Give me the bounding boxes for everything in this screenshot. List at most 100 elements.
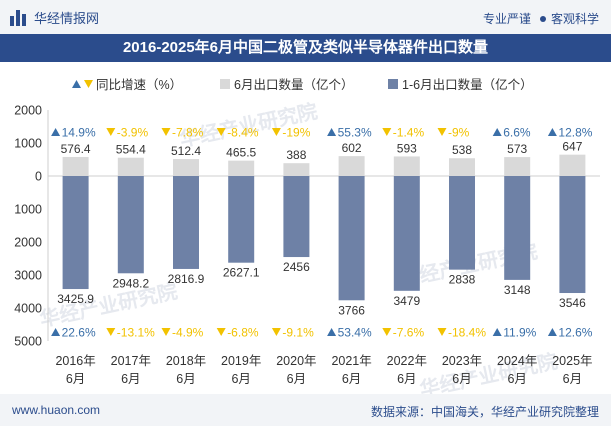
- x-tick-label-year: 2022年: [387, 354, 427, 368]
- growth-down-icon: [382, 328, 392, 336]
- growth-down-icon: [437, 128, 447, 136]
- data-label-month: 602: [342, 141, 362, 155]
- data-label-cumulative: 2627.1: [223, 266, 260, 280]
- x-tick-label-month: 6月: [507, 372, 526, 386]
- x-tick-label-month: 6月: [452, 372, 471, 386]
- x-tick-label-month: 6月: [397, 372, 416, 386]
- dot-icon: [539, 15, 546, 22]
- growth-cumulative-label: 12.6%: [558, 326, 592, 340]
- bar-month: [228, 160, 255, 176]
- growth-up-icon: [327, 328, 337, 336]
- x-tick-label-month: 6月: [342, 372, 361, 386]
- growth-month-label: 14.9%: [62, 126, 96, 140]
- x-tick-label-month: 6月: [563, 372, 582, 386]
- bar-cumulative: [173, 176, 199, 269]
- legend-up-triangle-icon: [72, 80, 81, 88]
- data-source: 数据来源：中国海关，华经产业研究院整理: [370, 405, 599, 419]
- x-tick-label-month: 6月: [176, 372, 195, 386]
- x-tick-label-year: 2016年: [55, 354, 95, 368]
- growth-down-icon: [216, 128, 226, 136]
- data-label-cumulative: 3479: [393, 294, 420, 308]
- website-link[interactable]: www.huaon.com: [12, 403, 101, 417]
- data-label-month: 512.4: [171, 144, 201, 158]
- x-tick-label-year: 2021年: [331, 354, 371, 368]
- footer-bar: www.huaon.com 数据来源：中国海关，华经产业研究院整理: [0, 394, 611, 426]
- growth-month-label: 12.8%: [558, 126, 592, 140]
- x-tick-label-month: 6月: [66, 372, 85, 386]
- legend-label-month: 6月出口数量（亿个）: [234, 77, 353, 92]
- data-label-cumulative: 2838: [449, 273, 476, 287]
- growth-down-icon: [106, 128, 116, 136]
- growth-month-label: -7.8%: [172, 126, 204, 140]
- data-label-month: 554.4: [116, 143, 146, 157]
- growth-down-icon: [161, 128, 171, 136]
- growth-up-icon: [547, 128, 557, 136]
- bar-month: [504, 157, 531, 176]
- x-tick-label-year: 2020年: [276, 354, 316, 368]
- data-label-cumulative: 2816.9: [168, 272, 205, 286]
- bar-cumulative: [62, 176, 89, 290]
- data-label-month: 573: [507, 142, 527, 156]
- data-label-cumulative: 3425.9: [57, 292, 94, 306]
- growth-month-label: 6.6%: [503, 126, 531, 140]
- growth-down-icon: [106, 328, 116, 336]
- y-tick-label: 0: [35, 170, 42, 184]
- bar-month: [173, 159, 199, 176]
- bar-month: [283, 163, 310, 176]
- bar-cumulative: [117, 176, 144, 274]
- legend-down-triangle-icon: [84, 80, 93, 88]
- growth-cumulative-label: -7.6%: [393, 326, 425, 340]
- x-tick-label-month: 6月: [287, 372, 306, 386]
- data-label-cumulative: 2456: [283, 260, 310, 274]
- growth-cumulative-label: -6.8%: [227, 326, 259, 340]
- bar-cumulative: [338, 176, 365, 301]
- brand-name: 华经情报网: [34, 11, 100, 26]
- data-label-cumulative: 3546: [559, 296, 586, 310]
- bar-cumulative: [504, 176, 531, 280]
- bar-cumulative: [393, 176, 420, 291]
- y-tick-label: 5000: [14, 335, 42, 349]
- growth-up-icon: [547, 328, 557, 336]
- growth-up-icon: [51, 328, 61, 336]
- y-tick-label: 2000: [14, 104, 42, 118]
- growth-month-label: -1.4%: [393, 126, 425, 140]
- growth-cumulative-label: -4.9%: [172, 326, 204, 340]
- growth-down-icon: [161, 328, 171, 336]
- growth-month-label: -19%: [282, 126, 310, 140]
- legend-label-cumulative: 1-6月出口数量（亿个）: [402, 77, 533, 92]
- y-tick-label: 1000: [14, 203, 42, 217]
- data-label-cumulative: 3766: [338, 303, 365, 317]
- bar-cumulative: [559, 176, 586, 294]
- y-tick-label: 4000: [14, 302, 42, 316]
- legend-label-growth: 同比增速（%）: [96, 77, 182, 92]
- legend-swatch-cumulative: [388, 79, 398, 89]
- watermark-text-4: 华经产业研究院: [418, 349, 560, 394]
- growth-down-icon: [271, 128, 281, 136]
- growth-down-icon: [216, 328, 226, 336]
- growth-down-icon: [382, 128, 392, 136]
- x-tick-label-year: 2019年: [221, 354, 261, 368]
- tag-professional: 专业严谨: [482, 12, 531, 26]
- growth-month-label: -3.9%: [117, 126, 149, 140]
- growth-month-label: 55.3%: [338, 126, 372, 140]
- data-label-month: 593: [397, 141, 417, 155]
- growth-up-icon: [492, 328, 502, 336]
- growth-cumulative-label: 22.6%: [62, 326, 96, 340]
- growth-cumulative-label: 11.9%: [503, 326, 536, 340]
- growth-month-label: -9%: [448, 126, 470, 140]
- x-tick-label-year: 2023年: [442, 354, 482, 368]
- brand-logo: 华经情报网: [10, 8, 99, 27]
- top-bar: 华经情报网 专业严谨 客观科学: [0, 0, 611, 34]
- x-tick-label-month: 6月: [231, 372, 250, 386]
- legend-swatch-month: [220, 79, 230, 89]
- brand-tags: 专业严谨 客观科学: [483, 10, 599, 27]
- bar-month: [117, 157, 144, 176]
- x-tick-label-month: 6月: [121, 372, 140, 386]
- x-tick-label-year: 2024年: [497, 354, 537, 368]
- bar-month: [62, 156, 89, 176]
- growth-cumulative-label: -18.4%: [448, 326, 486, 340]
- bar-month: [559, 154, 586, 176]
- data-label-month: 576.4: [61, 142, 91, 156]
- growth-down-icon: [437, 328, 447, 336]
- x-tick-label-year: 2018年: [166, 354, 206, 368]
